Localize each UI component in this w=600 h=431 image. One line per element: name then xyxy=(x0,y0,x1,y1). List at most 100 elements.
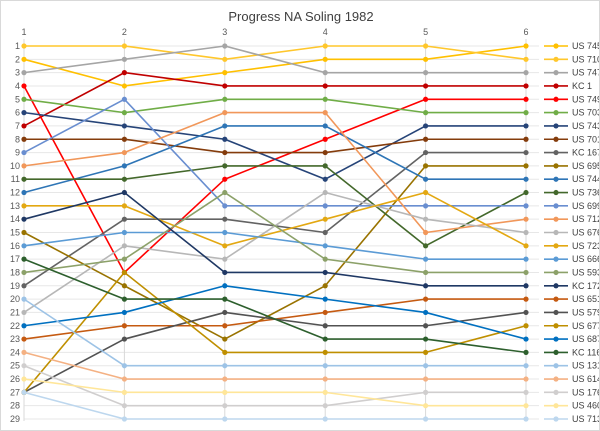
y-axis-tick-label: 14 xyxy=(10,214,20,224)
series-marker-US-695 xyxy=(121,283,127,289)
legend-entry-label: KC 116 xyxy=(572,347,600,357)
y-axis-tick-label: 4 xyxy=(15,81,20,91)
legend-entry-label: US 666 xyxy=(572,254,600,264)
series-marker-US-460 xyxy=(322,389,328,395)
series-marker-US-651 xyxy=(523,296,529,302)
series-marker-US-131 xyxy=(523,363,529,369)
legend-entry-label: US 687 xyxy=(572,334,600,344)
series-marker-US-460 xyxy=(121,389,127,395)
y-axis-tick-label: 26 xyxy=(10,374,20,384)
legend-entry-label: US 651 xyxy=(572,294,600,304)
series-marker-US-131 xyxy=(21,296,27,302)
series-marker-KC-172 xyxy=(423,283,429,289)
series-line-US-743 xyxy=(23,111,526,181)
series-marker-US-666 xyxy=(121,229,127,236)
series-marker-US-747 xyxy=(523,70,529,76)
series-line-US-699 xyxy=(23,98,526,207)
series-line-US-666 xyxy=(23,231,526,260)
series-marker-US-736 xyxy=(21,176,27,182)
series-line-US-614 xyxy=(23,351,526,380)
series-marker-US-747 xyxy=(322,70,328,76)
series-marker-KC-1 xyxy=(222,83,228,89)
x-axis-tick-label: 1 xyxy=(21,27,26,37)
series-marker-US-713 xyxy=(21,389,27,395)
series-marker-KC-167 xyxy=(322,229,328,236)
series-marker-KC-172 xyxy=(523,283,529,289)
series-marker-US-736 xyxy=(222,163,228,169)
series-marker-US-687 xyxy=(423,309,429,316)
series-line-US-747 xyxy=(23,45,526,74)
y-axis-tick-label: 12 xyxy=(10,188,20,198)
series-marker-US-176 xyxy=(322,403,328,409)
series-marker-US-745 xyxy=(222,70,228,76)
series-marker-US-687 xyxy=(222,283,228,289)
legend-entry-label: US 712 xyxy=(572,214,600,224)
series-line-US-713 xyxy=(23,391,526,420)
legend-entry-label: US 593 xyxy=(572,267,600,277)
y-axis-tick-label: 25 xyxy=(10,361,20,371)
series-line-US-460 xyxy=(23,378,526,407)
series-marker-US-723 xyxy=(423,189,429,196)
legend-swatch-marker xyxy=(553,96,559,102)
series-marker-US-695 xyxy=(322,283,328,289)
legend-swatch-marker xyxy=(553,376,559,382)
series-marker-US-695 xyxy=(523,163,529,169)
series-line-US-712 xyxy=(23,111,527,234)
series-marker-US-677 xyxy=(523,323,529,329)
series-line-US-131 xyxy=(23,298,526,367)
series-marker-US-614 xyxy=(423,376,429,382)
legend-entry-label: US 677 xyxy=(572,321,600,331)
series-marker-KC-167 xyxy=(121,216,127,222)
series-marker-US-593 xyxy=(121,256,127,262)
series-marker-US-579 xyxy=(222,309,228,316)
series-marker-KC-116 xyxy=(222,296,228,302)
series-line-US-736 xyxy=(24,165,527,247)
series-line-US-695 xyxy=(23,165,526,340)
series-marker-US-614 xyxy=(21,349,27,355)
series-marker-US-744 xyxy=(121,163,127,169)
legend-swatch-marker xyxy=(553,309,559,316)
y-axis-tick-label: 16 xyxy=(10,241,20,251)
legend-entry-label: US 131 xyxy=(572,361,600,371)
series-marker-US-676 xyxy=(322,189,328,196)
series-marker-US-614 xyxy=(222,376,228,382)
legend-swatch-marker xyxy=(553,56,559,62)
x-axis-tick-label: 3 xyxy=(222,27,227,37)
legend-swatch-marker xyxy=(553,323,559,329)
legend-entry-label: US 747 xyxy=(572,68,600,78)
legend-swatch-marker xyxy=(553,216,559,222)
series-marker-US-699 xyxy=(423,203,429,209)
series-marker-US-687 xyxy=(121,309,127,316)
legend-entry-label: US 743 xyxy=(572,121,600,131)
legend-swatch-marker xyxy=(553,163,559,169)
series-marker-US-687 xyxy=(21,323,27,329)
legend-entry-label: US 614 xyxy=(572,374,600,384)
series-marker-US-749 xyxy=(322,136,328,142)
series-marker-US-593 xyxy=(222,189,228,196)
series-marker-US-745 xyxy=(21,56,27,62)
series-marker-US-176 xyxy=(21,363,27,369)
series-marker-US-712 xyxy=(322,110,328,116)
series-marker-US-713 xyxy=(322,416,328,422)
series-marker-US-744 xyxy=(21,189,27,196)
y-axis-tick-label: 2 xyxy=(15,54,20,64)
series-marker-US-736 xyxy=(322,163,328,169)
series-marker-KC-167 xyxy=(523,149,529,156)
series-marker-US-614 xyxy=(121,376,127,382)
series-marker-US-701 xyxy=(423,136,429,142)
legend-swatch-marker xyxy=(553,43,559,49)
legend-swatch-marker xyxy=(553,363,559,369)
legend-entry-label: US 699 xyxy=(572,201,600,211)
series-marker-US-666 xyxy=(423,256,429,262)
x-axis-tick-label: 2 xyxy=(122,27,127,37)
series-marker-US-666 xyxy=(222,229,228,236)
series-marker-US-710 xyxy=(21,43,27,49)
series-marker-US-703 xyxy=(523,110,529,116)
series-marker-US-651 xyxy=(423,296,429,302)
y-axis-tick-label: 24 xyxy=(10,347,20,357)
legend-entry-label: US 176 xyxy=(572,387,600,397)
series-marker-US-460 xyxy=(523,403,529,409)
legend-entry-label: KC 167 xyxy=(572,148,600,158)
series-marker-US-695 xyxy=(423,163,429,169)
